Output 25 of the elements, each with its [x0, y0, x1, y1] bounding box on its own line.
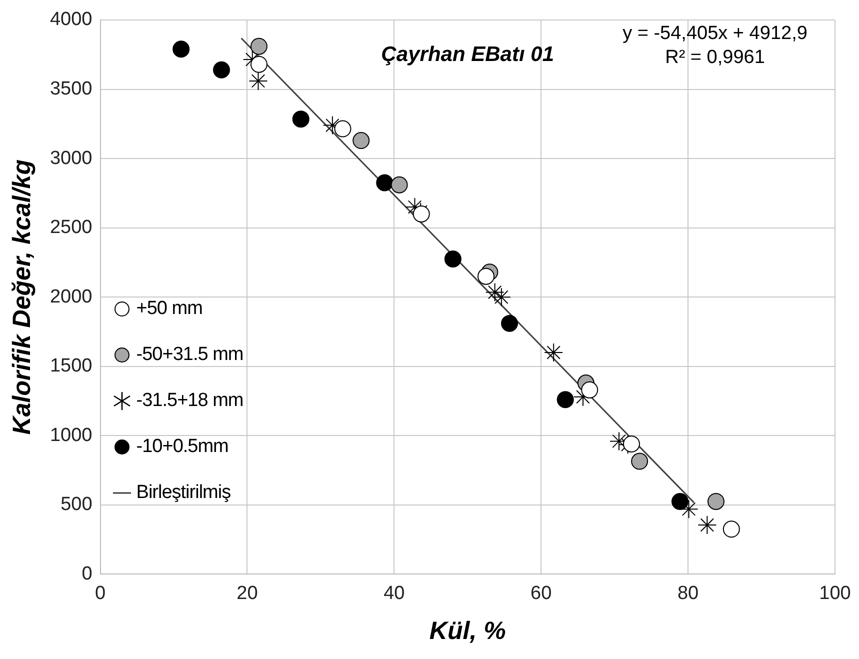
- legend-label: +50 mm: [136, 298, 202, 320]
- text: Çayrhan EBatı 01: [381, 42, 554, 66]
- y-tick-label: 2000: [50, 286, 92, 308]
- y-tick-label: 1000: [50, 424, 92, 446]
- annotation: R² = 0,9961: [665, 47, 765, 68]
- x-tick-label: 60: [530, 582, 552, 604]
- x-tick-label: 100: [819, 582, 851, 604]
- x-tick-label: 20: [236, 582, 258, 604]
- x-tick-label: 80: [677, 582, 699, 604]
- legend-label: Birleştirilmiş: [136, 482, 231, 504]
- legend-label: -50+31.5 mm: [136, 344, 244, 366]
- y-tick-label: 1500: [50, 356, 92, 377]
- x-tick-label: 40: [384, 582, 405, 604]
- y-tick-label: 500: [60, 494, 92, 516]
- legend-label: -31.5+18 mm: [136, 390, 244, 412]
- y-tick-label: 0: [82, 563, 92, 584]
- x-tick-label: 0: [94, 582, 106, 604]
- y-tick-label: 3500: [50, 78, 92, 100]
- legend-label: -10+0.5mm: [136, 436, 228, 458]
- y-tick-label: 3000: [50, 148, 92, 169]
- y-axis-title: Kalorifik Değer, kcal/kg: [8, 160, 36, 435]
- x-axis-title: Kül, %: [429, 616, 506, 645]
- y-tick-label: 4000: [50, 9, 92, 30]
- y-tick-label: 2500: [50, 217, 92, 238]
- annotation: y = -54,405x + 4912,9: [622, 23, 808, 44]
